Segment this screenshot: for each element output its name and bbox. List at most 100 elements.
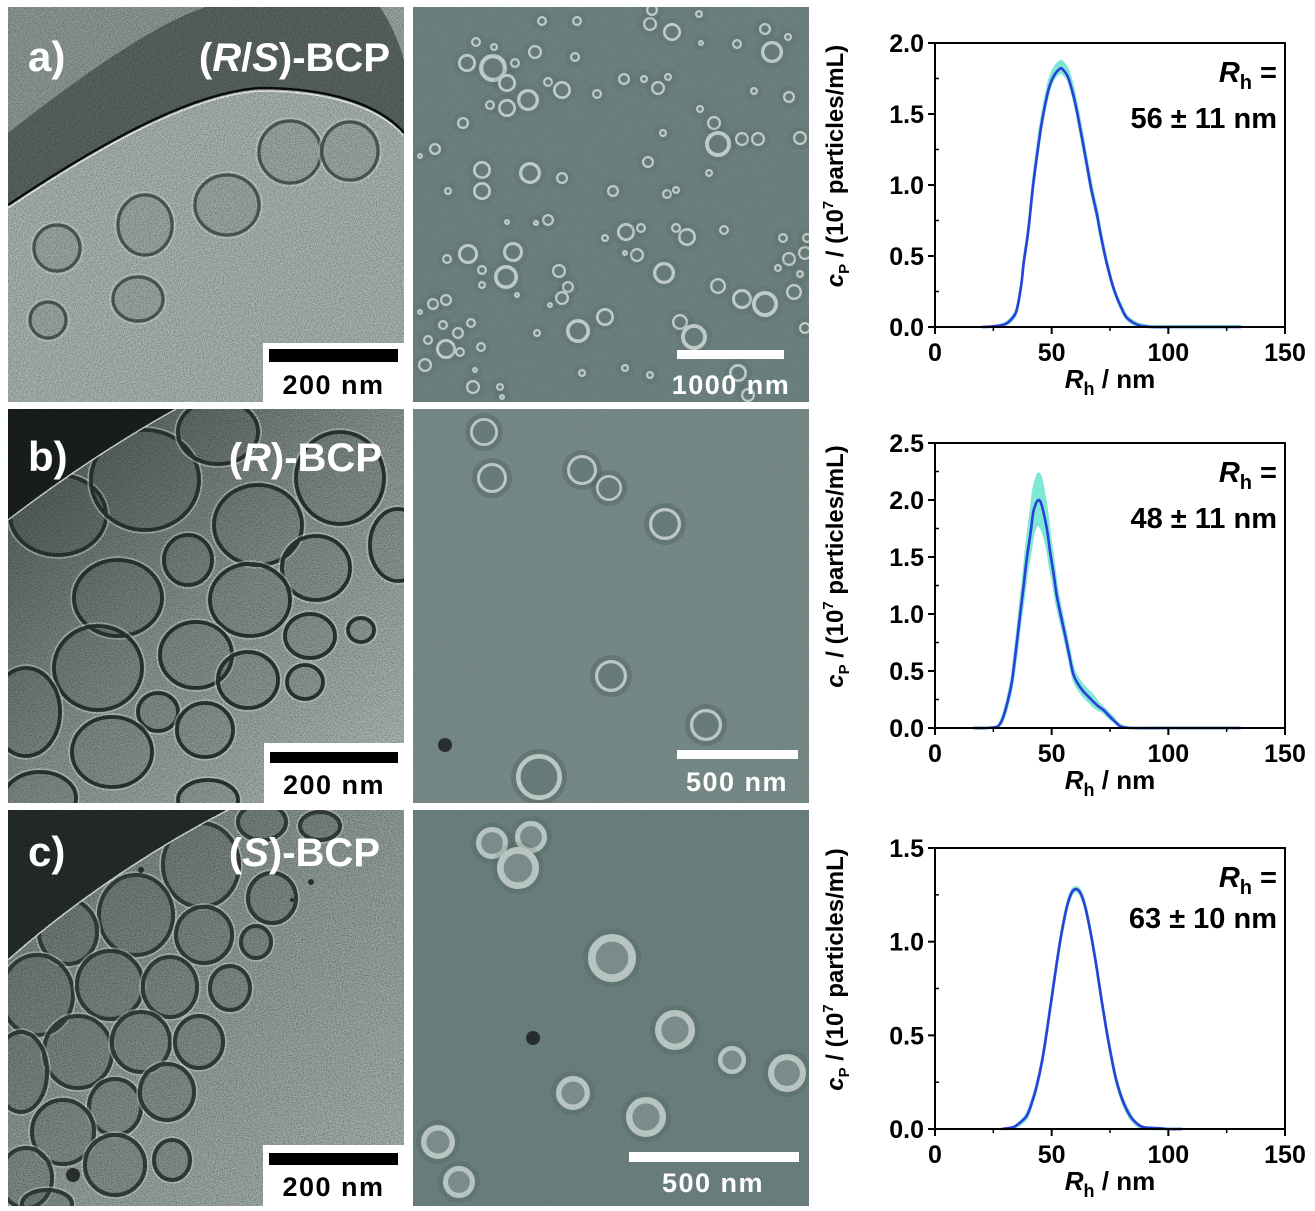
chart-svg: 0.0 0.5 1.0 1.5 2.0 0 50 100 150 Rh / nm cP / (107… xyxy=(820,30,1306,399)
sample-label-part: R xyxy=(212,36,242,80)
y-tick-label: 1.0 xyxy=(889,601,924,629)
sample-label-part: S xyxy=(242,831,269,875)
y-tick-label: 0.0 xyxy=(889,715,924,743)
cryo-tem-micrograph-b xyxy=(8,409,404,803)
sem-panel-a: 1000 nm xyxy=(413,7,809,402)
annotation-symbol: R xyxy=(1219,57,1240,89)
axis-superscript: 7 xyxy=(820,601,837,609)
y-tick-label: 2.5 xyxy=(889,430,924,458)
axis-subscript: h xyxy=(1084,1181,1095,1201)
annotation-subscript: h xyxy=(1240,72,1252,94)
cryo-tem-panel-c: c) (S)-BCP 200 nm xyxy=(8,810,404,1206)
scale-bar-label: 200 nm xyxy=(282,1172,385,1202)
x-tick-label: 100 xyxy=(1147,1141,1189,1169)
annotation-label: Rh = xyxy=(1219,457,1277,494)
annotation-symbol: R xyxy=(1219,862,1240,894)
sample-label-part: ( xyxy=(198,36,213,80)
sem-micrograph-a xyxy=(413,7,809,402)
scale-bar-label: 1000 nm xyxy=(671,370,791,400)
scale-bar: 200 nm xyxy=(263,343,404,402)
scale-bar: 200 nm xyxy=(264,743,404,803)
y-tick-label: 1.5 xyxy=(889,544,924,572)
cryo-tem-panel-b: b) (R)-BCP 200 nm xyxy=(8,409,404,803)
sample-label-part: ( xyxy=(228,436,243,480)
axis-symbol: R xyxy=(1065,765,1084,795)
axis-superscript: 7 xyxy=(820,201,837,209)
scale-bar: 200 nm xyxy=(263,1145,404,1206)
axis-unit-part: / (10 xyxy=(822,1013,849,1068)
scale-bar-line xyxy=(269,1153,398,1165)
x-tick-label: 100 xyxy=(1147,740,1189,768)
size-distribution-chart-c: 0.0 0.5 1.0 1.5 0 50 100 150 Rh / nm cP / (107 pa… xyxy=(820,805,1315,1211)
sem-panel-c: 500 nm xyxy=(413,810,809,1206)
axis-subscript: P xyxy=(836,664,853,674)
annotation-label: Rh = xyxy=(1219,57,1277,94)
sem-micrograph-b xyxy=(413,409,809,803)
x-tick-label: 0 xyxy=(928,1141,942,1169)
x-axis-label: Rh / nm xyxy=(1065,1166,1155,1201)
axis-subscript: P xyxy=(836,264,853,274)
y-tick-label: 1.5 xyxy=(889,101,924,129)
x-tick-label: 0 xyxy=(928,339,942,367)
axis-symbol: c xyxy=(822,674,849,687)
axis-unit-part: particles/mL) xyxy=(822,848,849,1004)
panel-label: a) xyxy=(28,33,66,80)
axis-unit: / nm xyxy=(1095,765,1156,795)
y-tick-label: 1.5 xyxy=(889,835,924,863)
axis-unit-part: / (10 xyxy=(822,610,849,665)
size-distribution-chart-b: 0.0 0.5 1.0 1.5 2.0 2.5 0 50 100 150 Rh / nm cP / (… xyxy=(820,400,1315,805)
chart-svg: 0.0 0.5 1.0 1.5 0 50 100 150 Rh / nm cP / (107 pa… xyxy=(820,835,1306,1201)
annotation-subscript: h xyxy=(1240,877,1252,899)
axis-unit-part: / (10 xyxy=(822,209,849,264)
y-tick-label: 0.5 xyxy=(889,243,924,271)
axis-superscript: 7 xyxy=(820,1004,837,1012)
y-tick-label: 2.0 xyxy=(889,30,924,58)
annotation-symbol: R xyxy=(1219,457,1240,489)
annotation-subscript: h xyxy=(1240,472,1252,494)
axis-symbol: c xyxy=(822,274,849,287)
axis-symbol: R xyxy=(1065,364,1084,394)
distribution-line xyxy=(1001,887,1183,1131)
x-tick-label: 50 xyxy=(1038,1141,1066,1169)
cryo-tem-panel-a: a) (R/S)-BCP 200 nm xyxy=(8,7,404,402)
axis-symbol: c xyxy=(822,1077,849,1090)
scale-bar-label: 500 nm xyxy=(685,767,789,797)
size-distribution-chart-a: 0.0 0.5 1.0 1.5 2.0 0 50 100 150 Rh / nm cP / (107… xyxy=(820,0,1315,400)
sample-label-part: R xyxy=(242,436,271,480)
panel-label: c) xyxy=(28,828,66,875)
annotation-equals: = xyxy=(1252,57,1277,89)
y-tick-label: 0.5 xyxy=(889,1022,924,1050)
y-axis-label: cP / (107 particles/mL) xyxy=(820,848,853,1090)
annotation-value: 48 ± 11 nm xyxy=(1130,503,1277,535)
sample-label-part: )-BCP xyxy=(270,436,382,480)
sample-label: (R/S)-BCP xyxy=(199,38,390,78)
distribution-line xyxy=(981,66,1241,329)
scale-bar-line xyxy=(677,750,798,759)
sample-label-part: / xyxy=(241,36,253,80)
y-tick-label: 0.0 xyxy=(889,314,924,342)
sample-label-part: ( xyxy=(228,831,243,875)
axis-symbol: R xyxy=(1065,1166,1084,1196)
x-tick-label: 50 xyxy=(1038,339,1066,367)
scale-bar-line xyxy=(677,350,784,359)
scale-bar-label: 200 nm xyxy=(282,370,385,400)
cryo-tem-micrograph-c xyxy=(8,810,404,1206)
axis-unit: / nm xyxy=(1095,364,1156,394)
sample-label: (R)-BCP xyxy=(229,438,382,478)
axis-unit: / nm xyxy=(1095,1166,1156,1196)
annotation-label: Rh = xyxy=(1219,862,1277,899)
y-tick-label: 2.0 xyxy=(889,487,924,515)
axis-subscript: P xyxy=(836,1067,853,1077)
cryo-tem-micrograph-a xyxy=(8,7,404,402)
axis-subscript: h xyxy=(1084,379,1095,399)
scale-bar-line xyxy=(270,752,398,763)
x-tick-label: 100 xyxy=(1147,339,1189,367)
x-tick-label: 0 xyxy=(928,740,942,768)
axis-unit-part: particles/mL) xyxy=(822,45,849,201)
x-tick-label: 50 xyxy=(1038,740,1066,768)
scale-bar-line xyxy=(629,1152,799,1162)
x-tick-label: 150 xyxy=(1264,1141,1306,1169)
scale-bar-label: 200 nm xyxy=(282,770,386,800)
sem-panel-b: 500 nm xyxy=(413,409,809,803)
